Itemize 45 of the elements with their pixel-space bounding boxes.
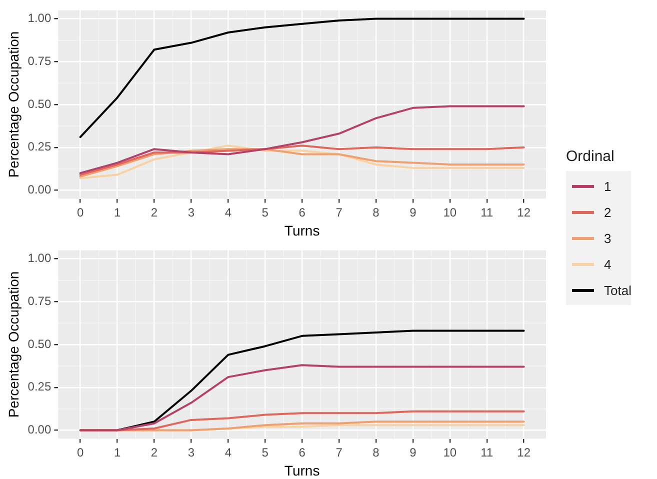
y-tick-label: 0.25 [28,380,52,394]
x-axis-title: Turns [284,462,320,478]
y-tick-label: 0.00 [28,182,52,197]
x-tick-label: 0 [76,445,84,460]
x-tick-label: 7 [336,205,343,220]
y-axis-title: Percentage Occupation [5,271,22,418]
x-tick-label: 4 [224,445,232,460]
x-tick-label: 3 [188,205,195,220]
y-tick-label: 0.75 [28,54,52,68]
legend-label: Total [604,282,632,298]
legend-label: 4 [604,256,612,272]
x-tick-label: 9 [410,445,417,460]
x-tick-label: 6 [298,445,306,460]
y-axis-title: Percentage Occupation [5,31,22,178]
x-tick-label: 0 [76,205,84,220]
x-tick-label: 2 [150,205,158,220]
x-tick-label: 12 [517,445,531,460]
x-tick-label: 11 [480,445,494,460]
legend-title: Ordinal [566,148,616,165]
x-tick-label: 8 [372,445,380,460]
legend-label: 1 [604,178,612,194]
x-tick-label: 1 [114,205,121,220]
y-tick-label: 0.00 [28,422,52,437]
y-tick-label: 0.75 [28,294,52,308]
x-tick-label: 10 [443,205,457,220]
x-tick-label: 6 [298,205,306,220]
x-tick-label: 8 [372,205,380,220]
y-tick-label: 1.00 [28,251,52,266]
y-tick-label: 0.50 [28,96,52,111]
legend-label: 3 [604,230,612,246]
x-tick-label: 2 [150,445,158,460]
x-tick-label: 12 [517,205,531,220]
x-tick-label: 5 [262,205,269,220]
x-tick-label: 5 [262,445,269,460]
x-tick-label: 3 [188,445,195,460]
x-tick-label: 1 [114,445,121,460]
x-tick-label: 11 [480,205,494,220]
x-tick-label: 4 [224,205,232,220]
x-tick-label: 10 [443,445,457,460]
y-tick-label: 0.50 [28,336,52,351]
y-tick-label: 0.25 [28,140,52,154]
x-axis-title: Turns [284,222,320,238]
x-tick-label: 7 [336,445,343,460]
y-tick-label: 1.00 [28,11,52,26]
x-tick-label: 9 [410,205,417,220]
